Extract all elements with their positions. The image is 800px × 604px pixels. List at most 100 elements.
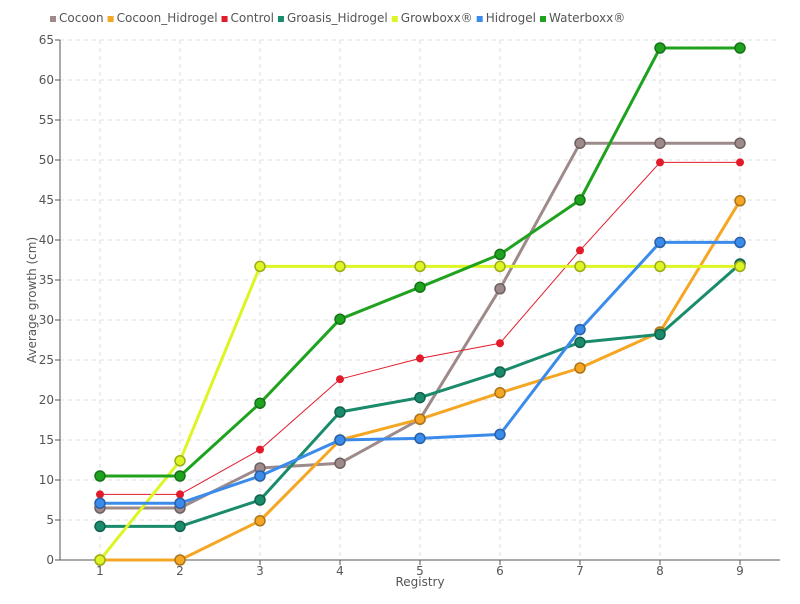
x-tick-label: 4 [336,564,344,578]
y-axis-title: Average growth (cm) [25,237,39,363]
data-point-groasis-hidrogel [574,336,586,349]
data-point-waterboxx [254,397,266,409]
data-point-groasis-hidrogel [174,520,186,533]
x-tick-label: 2 [176,564,184,578]
x-tick-label: 7 [576,564,584,578]
data-point-groasis-hidrogel [254,494,266,506]
data-point-groasis-hidrogel [94,520,106,533]
data-point-hidrogel [574,323,586,336]
data-point-control [496,339,504,348]
legend-item-cocoon-hidrogel[interactable]: Cocoon_Hidrogel [107,11,218,25]
data-point-cocoon-hidrogel [414,413,426,425]
data-point-control [416,354,424,363]
data-point-waterboxx [334,313,346,325]
grid-lines [60,39,780,560]
y-tick-label: 30 [39,313,54,327]
x-tick-label: 8 [656,564,664,578]
data-point-growboxx [334,260,346,273]
data-point-growboxx [94,554,106,566]
data-point-hidrogel [334,434,346,446]
data-point-groasis-hidrogel [654,328,666,341]
data-point-hidrogel [174,497,186,509]
data-point-groasis-hidrogel [494,366,506,378]
data-point-cocoon-hidrogel [494,387,506,399]
data-point-waterboxx [734,42,746,54]
legend-item-cocoon[interactable]: Cocoon [50,11,104,25]
data-point-waterboxx [574,194,586,206]
legend: Cocoon Cocoon_Hidrogel Control Groasis_Hidr… [50,11,625,25]
legend-swatch [50,16,56,22]
data-point-groasis-hidrogel [334,406,346,418]
data-point-waterboxx [654,42,666,54]
legend-label: Control [231,11,274,25]
y-tick-label: 55 [39,113,54,127]
legend-swatch [540,16,547,22]
series-line-cocoon [100,141,740,510]
x-tick-label: 5 [416,564,424,578]
data-point-cocoon-hidrogel [174,554,186,566]
data-point-control [656,158,664,167]
legend-label: Hidrogel [486,11,536,25]
legend-item-control[interactable]: Control [221,11,274,25]
x-axis-title: Registry [395,575,444,589]
series-lines [94,42,746,566]
data-point-cocoon [334,457,346,469]
legend-label: Waterboxx® [549,11,625,25]
legend-label: Growboxx® [401,11,473,25]
y-tick-label: 25 [39,353,54,367]
data-point-cocoon [494,283,506,295]
data-point-cocoon-hidrogel [574,362,586,374]
series-growboxx [94,260,746,566]
y-tick-label: 35 [39,273,54,287]
data-point-cocoon-hidrogel [734,195,746,207]
data-point-waterboxx [494,248,506,261]
data-point-waterboxx [174,470,186,482]
legend-swatch [221,16,228,22]
legend-swatch [277,16,284,22]
legend-item-hidrogel[interactable]: Hidrogel [476,11,536,25]
data-point-control [176,490,184,499]
data-point-cocoon [734,137,746,149]
legend-item-growboxx[interactable]: Growboxx® [391,11,473,25]
y-tick-label: 5 [46,513,54,527]
y-tick-label: 15 [39,433,54,447]
data-point-hidrogel [94,497,106,509]
legend-label: Cocoon [59,11,104,25]
legend-item-groasis-hidrogel[interactable]: Groasis_Hidrogel [277,11,388,25]
y-tick-label: 10 [39,473,54,487]
x-tick-label: 9 [736,564,744,578]
data-point-groasis-hidrogel [414,391,426,404]
data-point-growboxx [414,260,426,273]
data-point-cocoon [574,137,586,149]
y-tick-label: 60 [39,73,54,87]
data-point-control [96,490,104,499]
series-control [96,158,744,499]
legend-label: Groasis_Hidrogel [287,11,388,25]
data-point-control [576,246,584,255]
data-point-control [736,158,744,167]
legend-swatch [391,16,398,22]
y-tick-label: 45 [39,193,54,207]
data-point-control [256,445,264,454]
data-point-growboxx [494,260,506,273]
y-tick-label: 65 [39,33,54,47]
y-tick-label: 40 [39,233,54,247]
x-tick-label: 3 [256,564,264,578]
y-tick-label: 20 [39,393,54,407]
legend-item-waterboxx[interactable]: Waterboxx® [540,11,625,25]
legend-label: Cocoon_Hidrogel [117,11,218,25]
series-waterboxx [94,42,746,482]
legend-swatch [107,16,114,22]
data-point-growboxx [734,260,746,273]
y-tick-label: 0 [46,553,54,567]
y-tick-label: 50 [39,153,54,167]
data-point-hidrogel [654,236,666,249]
data-point-hidrogel [494,428,506,441]
data-point-growboxx [174,455,186,467]
series-hidrogel [94,236,746,509]
data-point-hidrogel [734,236,746,249]
data-point-waterboxx [414,281,426,293]
data-point-hidrogel [414,432,426,445]
